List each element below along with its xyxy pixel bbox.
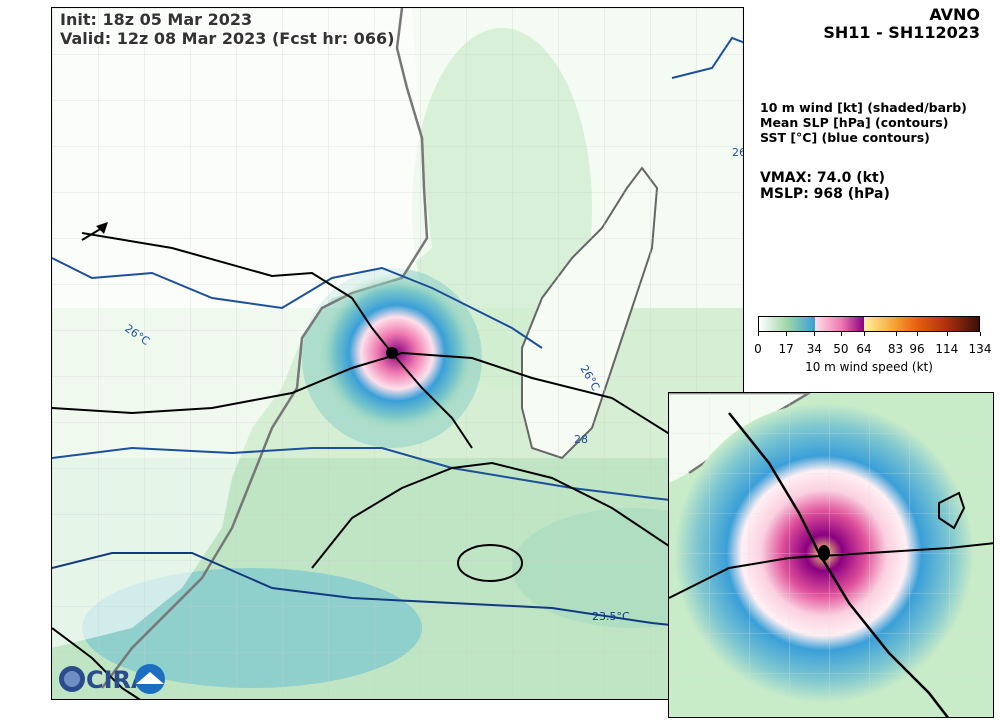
sst-label-e: 28 bbox=[574, 433, 588, 446]
valid-time: Valid: 12z 08 Mar 2023 (Fcst hr: 066) bbox=[60, 29, 395, 48]
legend-line-slp: Mean SLP [hPa] (contours) bbox=[760, 115, 949, 130]
colorbar-tick-label: 64 bbox=[856, 342, 872, 356]
inset-storm-center-marker bbox=[818, 545, 830, 561]
main-forecast-map: 26°C 26°C 26 23.5°C 28 bbox=[51, 7, 744, 700]
colorbar-tick-label: 34 bbox=[806, 342, 822, 356]
inset-map-svg bbox=[669, 393, 993, 717]
model-name: AVNO bbox=[929, 5, 980, 24]
wind-speed-colorbar bbox=[758, 316, 980, 332]
colorbar-tickmark bbox=[840, 332, 842, 336]
colorbar-tick-label: 0 bbox=[754, 342, 762, 356]
colorbar-tickmark bbox=[895, 332, 897, 336]
legend-line-sst: SST [°C] (blue contours) bbox=[760, 130, 930, 145]
colorbar-tickmark bbox=[864, 332, 866, 336]
colorbar-label: 10 m wind speed (kt) bbox=[805, 360, 933, 374]
colorbar-tickmark bbox=[786, 332, 788, 336]
colorbar-tick-label: 17 bbox=[778, 342, 794, 356]
colorbar-tickmark bbox=[980, 332, 981, 336]
colorbar-tickmark bbox=[814, 332, 816, 336]
inset-storm-map bbox=[668, 392, 994, 718]
colorbar-tick-label: 134 bbox=[968, 342, 992, 356]
init-time: Init: 18z 05 Mar 2023 bbox=[60, 10, 253, 29]
storm-id: SH11 - SH112023 bbox=[823, 23, 980, 42]
main-map-svg: 26°C 26°C 26 23.5°C 28 bbox=[52, 8, 744, 699]
cira-logo: CIRA bbox=[58, 662, 168, 696]
colorbar-tick-label: 96 bbox=[909, 342, 925, 356]
colorbar-tick-label: 114 bbox=[935, 342, 959, 356]
colorbar-tick-label: 50 bbox=[833, 342, 849, 356]
sst-label-d: 23.5°C bbox=[592, 610, 630, 623]
vmax-stat: VMAX: 74.0 (kt) bbox=[760, 170, 886, 186]
legend-line-wind: 10 m wind [kt] (shaded/barb) bbox=[760, 100, 967, 115]
colorbar-tickmark bbox=[917, 332, 919, 336]
colorbar-tickmark bbox=[758, 332, 759, 336]
colorbar-tickmark bbox=[946, 332, 948, 336]
colorbar-tick-label: 83 bbox=[887, 342, 904, 356]
sst-label-c: 26 bbox=[732, 146, 744, 159]
mslp-stat: MSLP: 968 (hPa) bbox=[760, 186, 890, 202]
